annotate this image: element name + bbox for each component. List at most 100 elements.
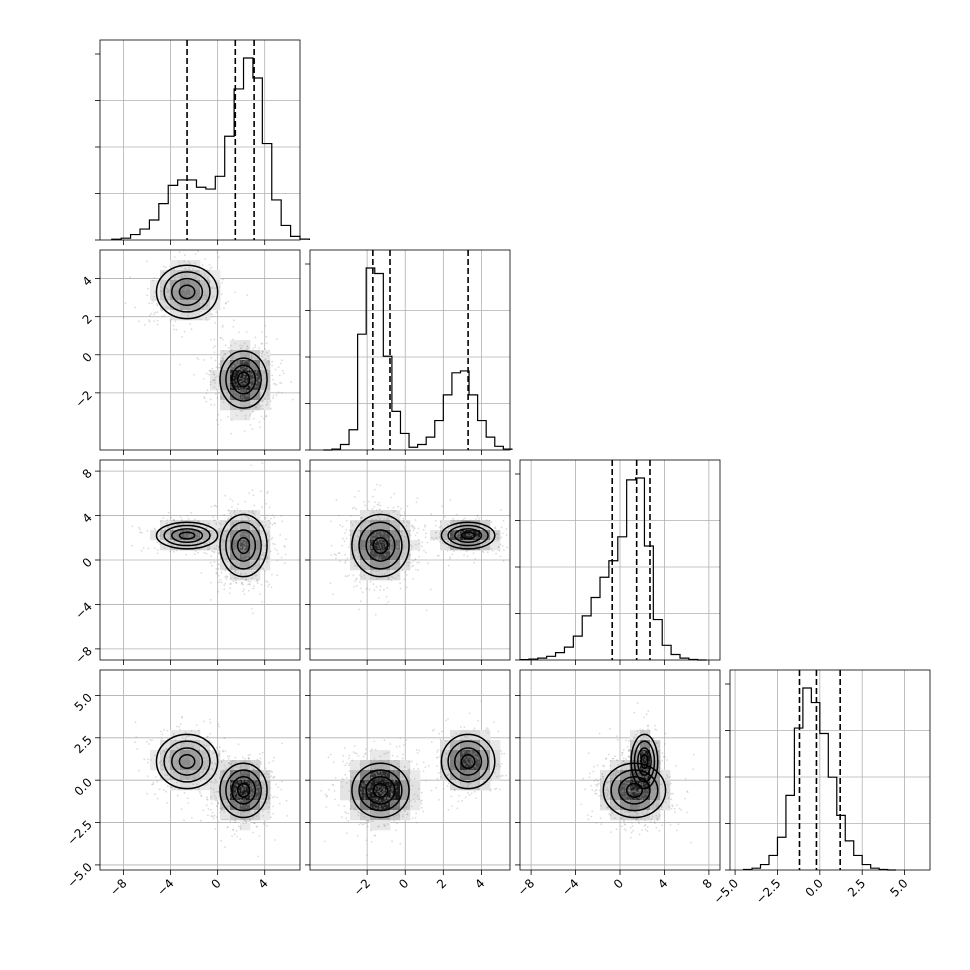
scatter-point xyxy=(244,525,246,527)
scatter-point xyxy=(166,801,169,804)
scatter-point xyxy=(281,369,284,372)
scatter-point xyxy=(267,532,269,535)
scatter-point xyxy=(404,536,406,538)
scatter-point xyxy=(375,518,378,521)
scatter-point xyxy=(374,525,377,527)
scatter-point xyxy=(181,749,183,752)
scatter-point xyxy=(388,539,391,542)
scatter-point xyxy=(203,767,206,769)
scatter-point xyxy=(478,739,481,742)
scatter-point xyxy=(387,506,390,509)
scatter-point xyxy=(239,813,242,816)
scatter-point xyxy=(397,542,400,545)
scatter-point xyxy=(432,538,435,541)
scatter-point xyxy=(147,761,149,764)
scatter-point xyxy=(335,554,337,557)
scatter-point xyxy=(442,788,445,790)
scatter-point xyxy=(269,794,272,797)
scatter-point xyxy=(209,599,212,601)
scatter-point xyxy=(239,525,241,527)
scatter-point xyxy=(243,376,246,378)
scatter-point xyxy=(240,804,243,807)
scatter-point xyxy=(251,356,253,359)
scatter-point xyxy=(468,763,470,766)
scatter-point xyxy=(373,538,376,540)
scatter-point xyxy=(370,527,372,529)
scatter-point xyxy=(233,549,236,551)
scatter-point xyxy=(341,537,344,540)
scatter-point xyxy=(503,752,506,755)
scatter-point xyxy=(179,728,182,731)
scatter-point xyxy=(379,760,381,762)
density-cell xyxy=(390,520,401,531)
density-cell xyxy=(230,390,241,401)
scatter-point xyxy=(396,566,398,569)
hist-panel-2 xyxy=(515,459,721,665)
scatter-point xyxy=(186,296,189,299)
scatter-point xyxy=(172,518,175,521)
grid-lines xyxy=(100,40,300,240)
scatter-point xyxy=(472,546,475,549)
scatter-point xyxy=(245,792,247,794)
scatter-point xyxy=(249,542,252,544)
scatter-point xyxy=(494,526,496,529)
scatter-point xyxy=(425,532,427,535)
scatter-point xyxy=(217,801,220,804)
scatter-point xyxy=(370,546,373,549)
scatter-point xyxy=(251,561,254,564)
scatter-point xyxy=(216,375,219,378)
scatter-point xyxy=(206,736,209,738)
density-cell xyxy=(160,270,171,281)
scatter-point xyxy=(252,510,254,512)
scatter-point xyxy=(357,522,360,524)
scatter-point xyxy=(361,549,363,551)
scatter-point xyxy=(234,526,237,529)
scatter-point xyxy=(244,405,247,407)
scatter-point xyxy=(250,549,252,552)
scatter-point xyxy=(240,396,243,398)
scatter-point xyxy=(258,379,261,382)
scatter-point xyxy=(249,547,252,550)
scatter-point xyxy=(243,548,246,551)
scatter-point xyxy=(345,817,348,820)
scatter-point xyxy=(344,773,347,776)
scatter-point xyxy=(157,549,159,551)
scatter-point xyxy=(235,548,238,551)
scatter-point xyxy=(390,517,393,520)
scatter-point xyxy=(241,369,244,372)
scatter-point xyxy=(184,533,186,535)
density-cell xyxy=(210,370,221,381)
scatter-point xyxy=(156,780,159,783)
scatter-point xyxy=(444,534,447,536)
scatter-point xyxy=(261,350,264,353)
scatter-point xyxy=(440,775,442,778)
scatter-point xyxy=(280,391,283,394)
scatter-point xyxy=(342,754,344,757)
density-cell xyxy=(390,560,401,571)
density-cell xyxy=(210,540,221,551)
scatter-point xyxy=(264,544,267,547)
scatter-point xyxy=(216,540,218,542)
scatter-point xyxy=(195,531,198,533)
scatter-point xyxy=(396,525,399,528)
scatter-point xyxy=(364,504,366,507)
scatter-point xyxy=(400,530,403,533)
scatter-point xyxy=(389,547,392,549)
scatter-point xyxy=(466,549,469,552)
scatter-point xyxy=(373,814,376,817)
scatter-point xyxy=(261,558,264,561)
scatter-point xyxy=(267,373,270,375)
scatter-point xyxy=(393,521,396,524)
scatter-point xyxy=(173,540,176,543)
scatter-point xyxy=(242,382,244,385)
scatter-point xyxy=(235,537,238,539)
scatter-point xyxy=(278,374,281,377)
scatter-point xyxy=(376,811,379,814)
scatter-point xyxy=(448,527,450,530)
scatter-point xyxy=(194,538,197,541)
scatter-point xyxy=(250,568,253,571)
scatter-point xyxy=(473,727,476,730)
scatter-point xyxy=(353,745,356,747)
scatter-point xyxy=(363,783,366,785)
scatter-point xyxy=(227,762,230,765)
